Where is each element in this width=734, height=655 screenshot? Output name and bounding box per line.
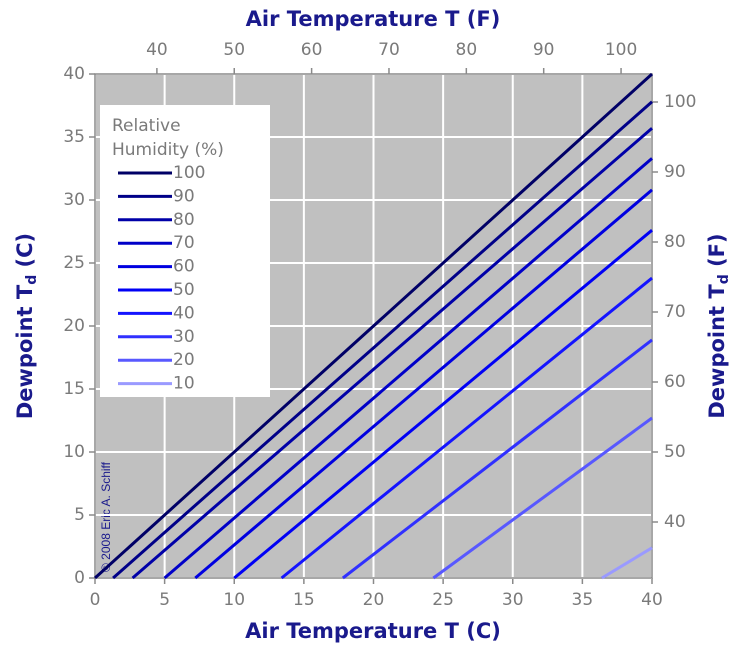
- y-tick-label: 25: [63, 253, 85, 273]
- y-label-sub: d: [24, 275, 40, 285]
- y-tick-label: 35: [63, 127, 85, 147]
- y-tick-label: 30: [63, 190, 85, 210]
- x-tick-label: 10: [223, 590, 245, 610]
- legend-label: 30: [173, 327, 195, 347]
- series-line: [194, 188, 653, 580]
- y-axis-label: Dewpoint Td (C): [13, 233, 40, 419]
- x2-tick-label: 40: [146, 40, 168, 60]
- y-tick-label: 0: [74, 568, 85, 588]
- y2-tick-label: 40: [664, 512, 686, 532]
- series-line: [233, 229, 653, 580]
- y-label-unit: (C): [13, 233, 37, 275]
- series-line: [163, 157, 653, 580]
- y2-label-main: Dewpoint T: [705, 284, 729, 419]
- series-line: [432, 416, 653, 580]
- x-axis-label: Air Temperature T (C): [245, 619, 501, 643]
- y-tick-label: 15: [63, 379, 85, 399]
- x-tick-label: 40: [641, 590, 663, 610]
- x-tick-label: 15: [293, 590, 315, 610]
- y2-tick-label: 90: [664, 162, 686, 182]
- x-tick-label: 35: [572, 590, 594, 610]
- plot-frame: [94, 73, 653, 579]
- y2-tick-label: 100: [664, 92, 696, 112]
- series-line: [131, 127, 653, 580]
- y2-label-sub: d: [716, 274, 732, 284]
- legend-title: Relative: [112, 116, 181, 136]
- x2-tick-label: 80: [456, 40, 478, 60]
- legend-label: 90: [173, 186, 195, 206]
- series-line: [601, 546, 653, 580]
- legend-label: 40: [173, 303, 195, 323]
- y2-tick-label: 50: [664, 442, 686, 462]
- y2-tick-label: 70: [664, 302, 686, 322]
- y2-label-unit: (F): [705, 233, 729, 274]
- legend-label: 60: [173, 257, 195, 277]
- series-line: [112, 100, 653, 580]
- x-tick-label: 20: [363, 590, 385, 610]
- y-label-main: Dewpoint T: [13, 284, 37, 419]
- series-line: [93, 72, 654, 580]
- legend-label: 80: [173, 210, 195, 230]
- x-tick-label: 0: [90, 590, 101, 610]
- series-line: [341, 338, 653, 580]
- legend-label: 10: [173, 374, 195, 394]
- x2-tick-label: 90: [533, 40, 555, 60]
- x2-tick-label: 60: [301, 40, 323, 60]
- y-tick-label: 40: [63, 64, 85, 84]
- x-tick-label: 25: [432, 590, 454, 610]
- y-tick-label: 20: [63, 316, 85, 336]
- y2-axis-label: Dewpoint Td (F): [705, 233, 732, 418]
- legend-label: 20: [173, 350, 195, 370]
- y2-tick-label: 80: [664, 232, 686, 252]
- legend-label: 100: [173, 163, 205, 183]
- legend-label: 70: [173, 233, 195, 253]
- x-tick-label: 5: [159, 590, 170, 610]
- copyright: © 2008 Eric A. Schiff: [99, 461, 113, 572]
- x2-tick-label: 70: [378, 40, 400, 60]
- x-tick-label: 30: [502, 590, 524, 610]
- y-tick-label: 5: [74, 505, 85, 525]
- legend-label: 50: [173, 280, 195, 300]
- legend-box: [100, 105, 270, 397]
- x2-axis-label: Air Temperature T (F): [246, 7, 501, 31]
- legend-title: Humidity (%): [112, 140, 224, 160]
- series-line: [280, 276, 653, 580]
- x2-tick-label: 50: [223, 40, 245, 60]
- y-tick-label: 10: [63, 442, 85, 462]
- x2-tick-label: 100: [605, 40, 637, 60]
- y2-tick-label: 60: [664, 372, 686, 392]
